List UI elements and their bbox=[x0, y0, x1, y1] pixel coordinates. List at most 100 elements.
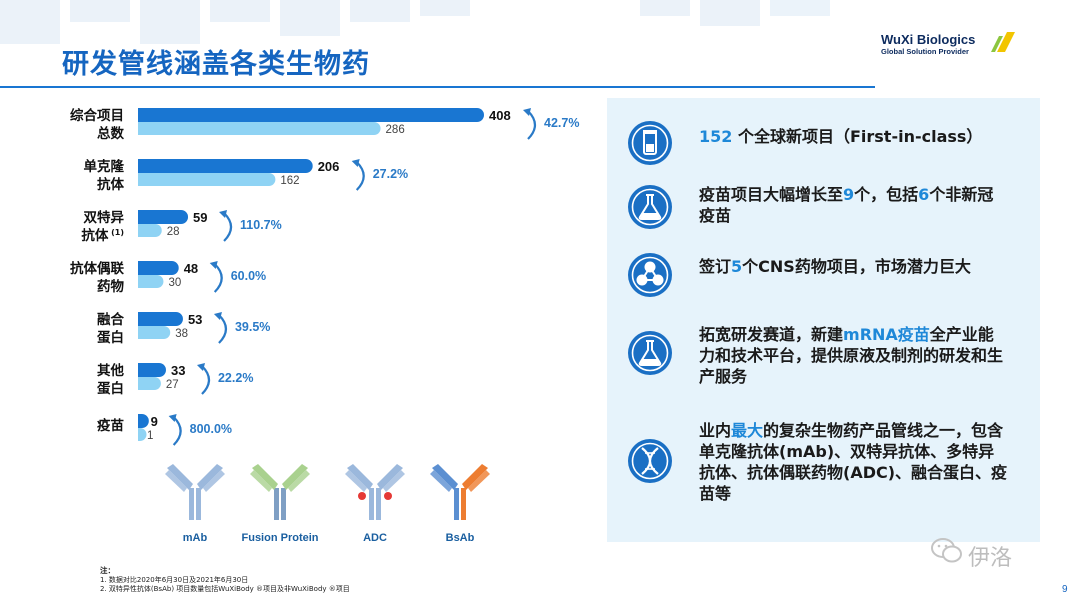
growth-label: 42.7% bbox=[544, 116, 579, 130]
value-label-2020: 38 bbox=[175, 328, 188, 340]
flask-icon bbox=[628, 185, 672, 229]
molecule-bsab: BsAb bbox=[415, 460, 505, 544]
bar-2021 bbox=[138, 261, 179, 275]
growth-label: 27.2% bbox=[373, 167, 408, 181]
bsab-antibody-icon bbox=[430, 464, 490, 520]
company-logo: WuXi Biologics Global Solution Provider bbox=[875, 32, 1025, 58]
title-underline bbox=[0, 86, 875, 88]
bar-2021 bbox=[138, 159, 313, 173]
growth-arrow-head bbox=[523, 108, 531, 116]
highlight-segment: 业内 bbox=[699, 421, 732, 440]
highlight-text: 152 个全球新项目（First-in-class） bbox=[699, 126, 1009, 147]
highlight-text: 拓宽研发赛道，新建mRNA疫苗全产业能力和技术平台，提供原液及制剂的研发和生产服… bbox=[699, 324, 1009, 387]
bar-2020 bbox=[138, 224, 162, 237]
growth-arrow-head bbox=[168, 414, 177, 422]
molecule-fusion: Fusion Protein bbox=[235, 460, 325, 544]
growth-arrow-icon bbox=[213, 263, 223, 293]
category-label: 双特异 bbox=[84, 209, 125, 226]
mab-antibody-icon bbox=[165, 464, 225, 520]
value-label-2020: 30 bbox=[168, 277, 181, 289]
bar-2021 bbox=[138, 312, 183, 326]
highlight-segment: 拓宽研发赛道，新建 bbox=[699, 325, 844, 344]
molecule-label: BsAb bbox=[445, 532, 475, 544]
wechat-icon bbox=[931, 538, 962, 563]
bar-2020 bbox=[138, 122, 381, 135]
highlight-segment: 个全球新项目（First-in-class） bbox=[732, 127, 983, 146]
growth-arrow-head bbox=[196, 363, 205, 371]
growth-arrow-icon bbox=[218, 314, 228, 344]
dna-icon bbox=[628, 439, 672, 483]
footnote: 注： 1. 数据对比2020年6月30日及2021年6月30日 2. 双特异性抗… bbox=[100, 566, 350, 595]
value-label-2021: 53 bbox=[188, 312, 202, 327]
footnote-marker: (1) bbox=[108, 228, 124, 237]
highlight-segment: 个CNS药物项目，市场潜力巨大 bbox=[742, 257, 971, 276]
molecule-icon bbox=[628, 253, 672, 297]
growth-label: 60.0% bbox=[231, 269, 266, 283]
growth-arrow-icon bbox=[527, 110, 537, 140]
value-label-2021: 9 bbox=[151, 414, 158, 429]
bar-2020 bbox=[138, 275, 164, 288]
chart-row: 单克隆抗体 206 162 27.2% bbox=[84, 158, 409, 193]
highlight-text: 签订5个CNS药物项目，市场潜力巨大 bbox=[699, 256, 1009, 277]
category-label: 抗体 bbox=[97, 176, 124, 193]
value-label-2020: 28 bbox=[167, 226, 180, 238]
bar-2021 bbox=[138, 210, 189, 224]
bar-2020 bbox=[138, 326, 171, 339]
highlight-emphasis: 9 bbox=[843, 185, 855, 204]
value-label-2021: 408 bbox=[489, 108, 511, 123]
category-label: 蛋白 bbox=[97, 380, 124, 397]
value-label-2021: 206 bbox=[318, 159, 340, 174]
molecule-label: ADC bbox=[363, 532, 387, 544]
value-label-2021: 59 bbox=[193, 210, 207, 225]
category-label: 单克隆 bbox=[84, 158, 125, 175]
highlights-panel: 152 个全球新项目（First-in-class） 疫苗项目大幅增长至9个，包括… bbox=[607, 98, 1040, 542]
chart-row: 双特异抗体 (1) 59 28 110.7% bbox=[81, 209, 281, 244]
category-label: 抗体偶联 bbox=[70, 260, 124, 277]
vial-icon bbox=[628, 121, 672, 165]
watermark-text: 伊洛 bbox=[968, 546, 1013, 571]
highlight-segment: 个，包括 bbox=[854, 185, 919, 204]
flask-icon bbox=[628, 331, 672, 375]
bar-2021 bbox=[138, 414, 149, 428]
highlight-text: 业内最大的复杂生物药产品管线之一，包含单克隆抗体(mAb)、双特异抗体、多特异抗… bbox=[699, 420, 1009, 504]
footnote-line-1: 1. 数据对比2020年6月30日及2021年6月30日 bbox=[100, 575, 249, 584]
value-label-2020: 27 bbox=[166, 379, 179, 391]
category-label: 疫苗 bbox=[97, 417, 124, 434]
growth-label: 800.0% bbox=[190, 422, 232, 436]
highlight-emphasis: 最大 bbox=[731, 421, 764, 440]
value-label-2020: 1 bbox=[147, 430, 153, 442]
value-label-2020: 286 bbox=[386, 124, 405, 136]
value-label-2020: 162 bbox=[280, 175, 299, 187]
logo-mark-icon bbox=[991, 32, 1015, 52]
category-label: 总数 bbox=[97, 125, 124, 142]
footnote-heading: 注： bbox=[100, 566, 115, 575]
growth-arrow-head bbox=[351, 159, 360, 167]
growth-arrow-icon bbox=[172, 416, 182, 446]
page-title: 研发管线涵盖各类生物药 bbox=[62, 49, 370, 80]
category-label: 融合 bbox=[97, 311, 124, 328]
adc-antibody-icon bbox=[345, 464, 405, 520]
category-label: 其他 bbox=[97, 362, 124, 379]
bar-2021 bbox=[138, 108, 484, 122]
category-label: 药物 bbox=[97, 278, 124, 295]
logo-tagline: Global Solution Provider bbox=[881, 47, 969, 56]
highlight-segment: 的复杂生物药产品管线之一，包含单克隆抗体(mAb)、双特异抗体、多特异抗体、抗体… bbox=[699, 421, 1008, 503]
highlight-segment: 全产业能力和技术平台，提供原液及制剂的研发和生产服务 bbox=[699, 325, 1004, 386]
highlight-segment: 个非新冠疫苗 bbox=[699, 185, 994, 225]
highlight-segment: 签订 bbox=[699, 257, 732, 276]
category-label: 蛋白 bbox=[97, 329, 124, 346]
molecule-label: mAb bbox=[182, 532, 208, 544]
growth-label: 22.2% bbox=[218, 371, 253, 385]
category-label: 抗体 (1) bbox=[81, 227, 124, 244]
category-label: 综合项目 bbox=[70, 107, 124, 124]
logo-name: WuXi Biologics bbox=[881, 32, 976, 47]
molecule-mab: mAb bbox=[150, 460, 240, 544]
growth-arrow-head bbox=[219, 210, 228, 218]
growth-label: 39.5% bbox=[235, 320, 270, 334]
highlight-text: 疫苗项目大幅增长至9个，包括6个非新冠疫苗 bbox=[699, 184, 1009, 226]
molecule-types: mAb Fusion Protein ADC BsAb bbox=[150, 460, 490, 550]
